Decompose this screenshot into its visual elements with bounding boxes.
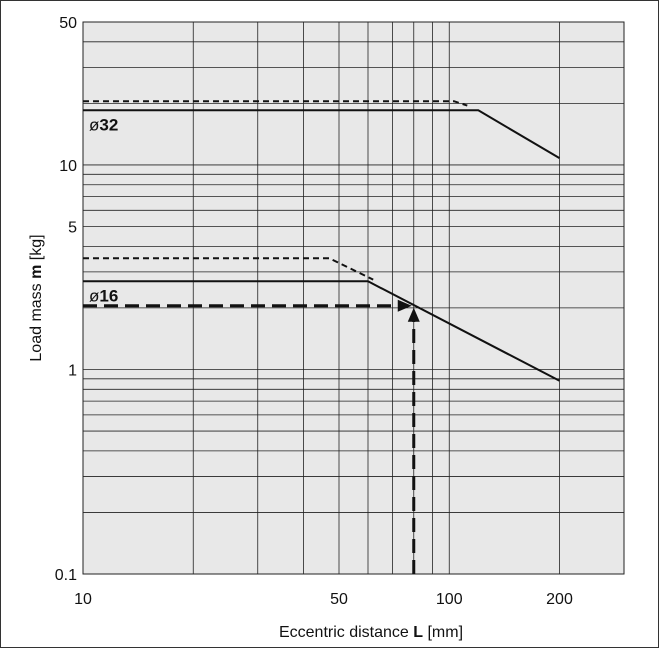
x-axis-label-bold: L xyxy=(413,624,423,641)
series-line-2 xyxy=(83,280,560,382)
y-tick-label: 10 xyxy=(59,158,77,175)
x-tick-label: 10 xyxy=(74,591,92,608)
y-axis-label: Load mass m [kg] xyxy=(28,234,45,361)
x-axis-label-suffix: [mm] xyxy=(423,624,463,641)
series-line-1 xyxy=(83,100,468,107)
series-label-0: ø32 xyxy=(89,115,118,134)
series-line-0 xyxy=(83,109,561,159)
plot-background xyxy=(83,22,624,574)
x-tick-label: 100 xyxy=(436,591,463,608)
x-axis-label: Eccentric distance L [mm] xyxy=(279,624,463,641)
series-label-1: ø16 xyxy=(89,286,118,305)
plot-border xyxy=(82,21,625,575)
example-vertical-arrowhead xyxy=(407,307,420,322)
x-axis-label-prefix: Eccentric distance xyxy=(279,624,413,641)
y-axis-label-suffix: [kg] xyxy=(28,234,45,264)
x-tick-label: 50 xyxy=(330,591,348,608)
series-label-prefix: ø xyxy=(89,115,99,134)
y-tick-label: 5 xyxy=(68,220,77,237)
y-tick-label: 0.1 xyxy=(55,567,77,584)
y-tick-label: 1 xyxy=(68,362,77,379)
y-axis-label-prefix: Load mass xyxy=(28,279,45,362)
series-label-bold: 32 xyxy=(99,115,118,134)
series-label-bold: 16 xyxy=(99,286,118,305)
series-line-3 xyxy=(83,257,374,281)
y-tick-label: 50 xyxy=(59,15,77,32)
x-tick-label: 200 xyxy=(546,591,573,608)
example-horizontal-arrowhead xyxy=(397,299,412,312)
series-label-prefix: ø xyxy=(89,286,99,305)
y-axis-label-bold: m xyxy=(28,265,45,279)
